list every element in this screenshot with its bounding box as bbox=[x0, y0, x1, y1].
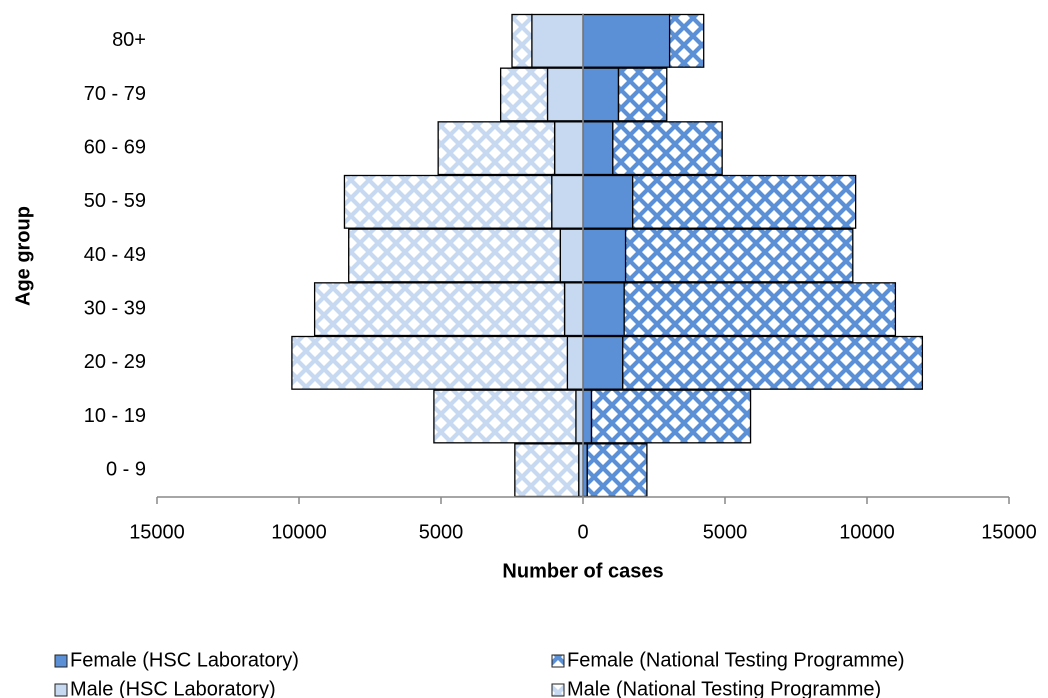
legend-label: Male (HSC Laboratory) bbox=[70, 678, 276, 698]
legend-swatch bbox=[551, 654, 565, 668]
bar-segment bbox=[623, 282, 897, 337]
x-axis-title: Number of cases bbox=[502, 560, 663, 582]
x-tick-label: 5000 bbox=[419, 521, 464, 543]
x-tick-label: 15000 bbox=[981, 521, 1037, 543]
x-tick-label: 5000 bbox=[703, 521, 748, 543]
bar-segment bbox=[582, 121, 614, 176]
bar-segment bbox=[612, 121, 723, 176]
bar-segment bbox=[582, 67, 620, 122]
bar-segment bbox=[582, 282, 625, 337]
bar-segment bbox=[511, 13, 533, 68]
bar-segment bbox=[575, 389, 584, 444]
bar-segment bbox=[582, 174, 634, 229]
bar-segment bbox=[437, 121, 556, 176]
legend-swatch bbox=[54, 683, 68, 697]
bar-segment bbox=[566, 335, 584, 390]
bar-segment bbox=[632, 174, 857, 229]
y-tick-label: 20 - 29 bbox=[84, 351, 146, 373]
bar-segment bbox=[624, 228, 854, 283]
x-tick-label: 0 bbox=[577, 521, 588, 543]
x-tick-label: 10000 bbox=[839, 521, 895, 543]
y-tick-label: 80+ bbox=[112, 29, 146, 51]
bar-segment bbox=[582, 13, 671, 68]
y-tick-label: 0 - 9 bbox=[106, 458, 146, 480]
bar-segment bbox=[514, 443, 580, 498]
x-tick-label: 15000 bbox=[129, 521, 185, 543]
x-tick-label: 10000 bbox=[271, 521, 327, 543]
bar-segment bbox=[551, 174, 584, 229]
bar-segment bbox=[582, 389, 593, 444]
bar-segment bbox=[559, 228, 584, 283]
y-tick-label: 70 - 79 bbox=[84, 83, 146, 105]
y-tick-label: 60 - 69 bbox=[84, 136, 146, 158]
y-axis-title: Age group bbox=[12, 206, 34, 306]
bar-segment bbox=[617, 67, 668, 122]
bar-segment bbox=[668, 13, 705, 68]
bar-segment bbox=[499, 67, 549, 122]
bar-segment bbox=[313, 282, 566, 337]
bar-segment bbox=[343, 174, 553, 229]
bar-segment bbox=[622, 335, 924, 390]
bar-segment bbox=[563, 282, 584, 337]
legend-label: Female (HSC Laboratory) bbox=[70, 649, 299, 671]
bar-segment bbox=[586, 443, 648, 498]
y-tick-label: 40 - 49 bbox=[84, 244, 146, 266]
legend-label: Male (National Testing Programme) bbox=[567, 678, 881, 698]
legend-label: Female (National Testing Programme) bbox=[567, 649, 905, 671]
y-tick-label: 10 - 19 bbox=[84, 405, 146, 427]
bar-segment bbox=[291, 335, 569, 390]
bar-segment bbox=[531, 13, 584, 68]
bar-segment bbox=[546, 67, 584, 122]
y-tick-label: 30 - 39 bbox=[84, 297, 146, 319]
legend-swatch bbox=[54, 654, 68, 668]
y-tick-label: 50 - 59 bbox=[84, 190, 146, 212]
bar-segment bbox=[582, 335, 624, 390]
bar-segment bbox=[433, 389, 577, 444]
bar-segment bbox=[348, 228, 561, 283]
bar-segment bbox=[553, 121, 584, 176]
bar-segment bbox=[582, 228, 627, 283]
bar-segment bbox=[590, 389, 752, 444]
legend-swatch bbox=[551, 683, 565, 697]
